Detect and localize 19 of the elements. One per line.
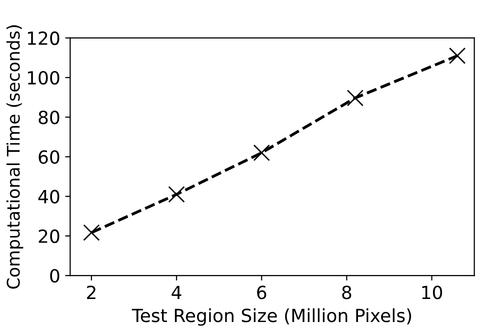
y-tick-label: 0: [50, 269, 60, 283]
y-tick-label: 100: [28, 71, 60, 85]
y-tick-label: 80: [38, 110, 60, 124]
point: [346, 90, 364, 106]
point: [448, 47, 466, 64]
point: [168, 186, 185, 203]
x-tick-label: 2: [87, 286, 96, 299]
y-axis-title: Computational Time (seconds): [6, 25, 24, 289]
y-tick-label: 20: [38, 229, 60, 244]
x-tick-label: 6: [257, 286, 266, 300]
point: [253, 144, 270, 162]
y-tick-label: 120: [28, 31, 60, 46]
point: [83, 224, 100, 241]
y-tick-label: 40: [38, 190, 60, 204]
x-axis-title: Test Region Size (Million Pixels): [132, 308, 412, 326]
x-tick-label: 10: [422, 286, 442, 300]
x-tick-label: 4: [172, 286, 182, 299]
x-tick-label: 8: [342, 286, 352, 300]
y-tick-label: 60: [38, 150, 60, 164]
